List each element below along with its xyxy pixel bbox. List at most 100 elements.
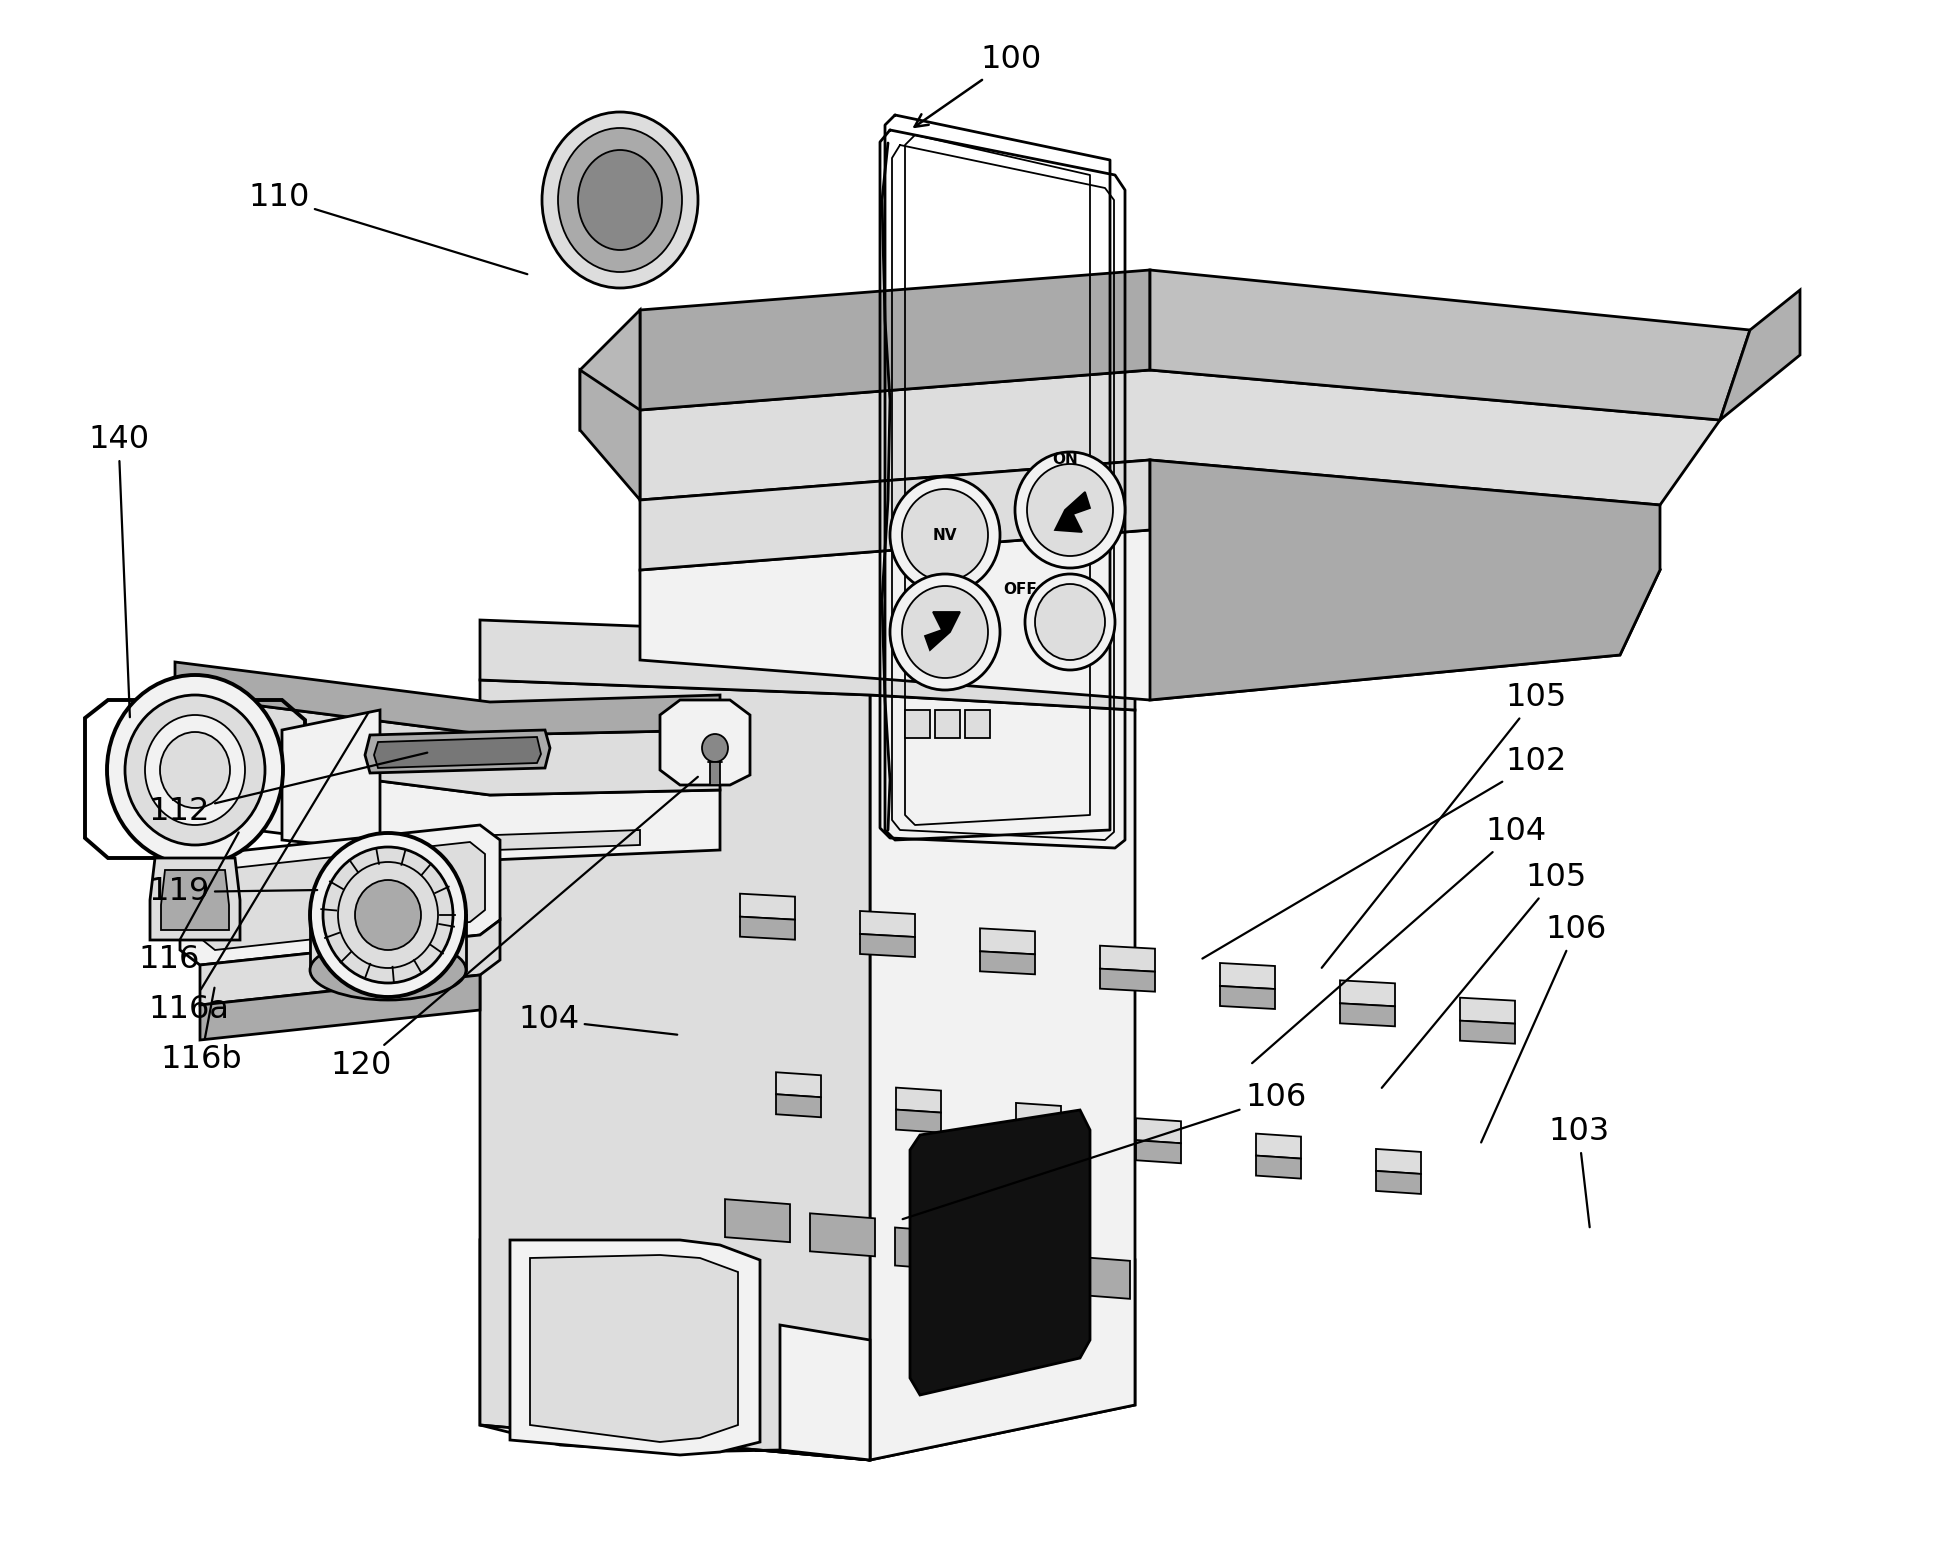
Polygon shape: [1151, 460, 1659, 701]
Polygon shape: [282, 710, 379, 849]
Ellipse shape: [1035, 584, 1104, 660]
Text: 112: 112: [149, 753, 427, 828]
Polygon shape: [640, 530, 1659, 701]
Polygon shape: [870, 694, 1135, 1460]
Ellipse shape: [901, 488, 988, 581]
Polygon shape: [640, 270, 1151, 411]
Polygon shape: [861, 911, 915, 938]
Polygon shape: [1220, 963, 1275, 989]
Polygon shape: [659, 701, 750, 784]
Polygon shape: [895, 1088, 942, 1113]
Polygon shape: [779, 1325, 870, 1460]
Text: 104: 104: [518, 1004, 677, 1035]
Polygon shape: [161, 870, 228, 930]
Ellipse shape: [126, 694, 265, 845]
Polygon shape: [981, 1242, 1044, 1285]
Polygon shape: [981, 952, 1035, 975]
Polygon shape: [350, 829, 640, 856]
Ellipse shape: [145, 715, 246, 825]
Polygon shape: [725, 1200, 789, 1242]
Text: 110: 110: [248, 183, 528, 274]
Polygon shape: [640, 370, 1719, 505]
Text: 140: 140: [89, 425, 149, 718]
Polygon shape: [1135, 1141, 1182, 1162]
Polygon shape: [710, 763, 719, 784]
Ellipse shape: [338, 862, 437, 969]
Polygon shape: [1100, 969, 1155, 992]
Polygon shape: [741, 894, 795, 919]
Polygon shape: [480, 1240, 1135, 1460]
Polygon shape: [895, 1228, 959, 1271]
Polygon shape: [580, 310, 640, 429]
Polygon shape: [174, 755, 719, 860]
Polygon shape: [530, 1256, 739, 1442]
Polygon shape: [640, 460, 1151, 570]
Ellipse shape: [309, 939, 466, 1000]
Polygon shape: [199, 842, 485, 950]
Polygon shape: [1375, 1170, 1421, 1194]
Text: 105: 105: [1381, 862, 1586, 1088]
Text: 100: 100: [915, 45, 1040, 127]
Polygon shape: [174, 662, 719, 735]
Polygon shape: [965, 710, 990, 738]
Ellipse shape: [890, 574, 1000, 690]
Text: 103: 103: [1547, 1116, 1609, 1228]
Polygon shape: [309, 914, 466, 970]
Ellipse shape: [1015, 453, 1126, 567]
Text: 116: 116: [137, 832, 238, 975]
Polygon shape: [366, 730, 549, 773]
Ellipse shape: [1025, 574, 1116, 670]
Ellipse shape: [578, 150, 661, 250]
Polygon shape: [924, 612, 959, 649]
Text: 116b: 116b: [161, 987, 242, 1076]
Polygon shape: [480, 680, 870, 1460]
Polygon shape: [1135, 1118, 1182, 1144]
Text: 106: 106: [1481, 914, 1607, 1142]
Polygon shape: [1340, 980, 1394, 1006]
Polygon shape: [776, 1073, 822, 1097]
Polygon shape: [1220, 986, 1275, 1009]
Ellipse shape: [309, 832, 466, 997]
Polygon shape: [1719, 290, 1801, 420]
Polygon shape: [1460, 998, 1514, 1023]
Ellipse shape: [559, 129, 683, 271]
Text: OFF: OFF: [1004, 583, 1037, 597]
Polygon shape: [373, 736, 542, 767]
Polygon shape: [1066, 1256, 1129, 1299]
Polygon shape: [480, 620, 1135, 710]
Ellipse shape: [542, 112, 698, 288]
Polygon shape: [174, 694, 719, 795]
Ellipse shape: [890, 477, 1000, 594]
Polygon shape: [1151, 270, 1750, 420]
Polygon shape: [480, 1424, 870, 1460]
Polygon shape: [1015, 1125, 1062, 1149]
Text: 120: 120: [331, 777, 698, 1080]
Ellipse shape: [702, 735, 727, 763]
Polygon shape: [1460, 1020, 1514, 1043]
Polygon shape: [151, 859, 240, 939]
Text: 105: 105: [1321, 682, 1567, 967]
Polygon shape: [199, 921, 501, 1004]
Polygon shape: [1375, 1149, 1421, 1173]
Text: NV: NV: [932, 527, 957, 542]
Polygon shape: [1255, 1156, 1302, 1178]
Polygon shape: [741, 916, 795, 939]
Ellipse shape: [1027, 463, 1112, 556]
Polygon shape: [810, 1214, 874, 1257]
Polygon shape: [1015, 1104, 1062, 1128]
Ellipse shape: [323, 846, 453, 983]
Ellipse shape: [356, 880, 422, 950]
Text: 119: 119: [149, 876, 317, 907]
Text: 116a: 116a: [149, 713, 369, 1026]
Polygon shape: [1100, 946, 1155, 972]
Polygon shape: [199, 975, 480, 1040]
Text: 106: 106: [903, 1082, 1305, 1220]
Polygon shape: [1340, 1003, 1394, 1026]
Polygon shape: [776, 1094, 822, 1118]
Polygon shape: [911, 1110, 1091, 1395]
Polygon shape: [981, 928, 1035, 955]
Polygon shape: [1056, 491, 1091, 532]
Polygon shape: [895, 1110, 942, 1133]
Text: ON: ON: [1052, 453, 1077, 468]
Polygon shape: [180, 825, 501, 966]
